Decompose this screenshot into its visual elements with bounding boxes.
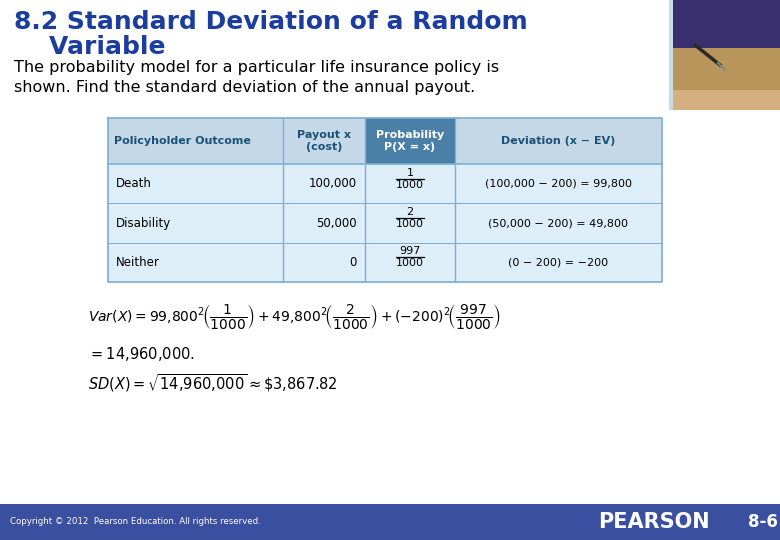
Text: Disability: Disability (116, 217, 172, 230)
Text: 1000: 1000 (396, 180, 424, 190)
Text: (50,000 − 200) = 49,800: (50,000 − 200) = 49,800 (488, 218, 629, 228)
Text: $Var(X) = 99{,}800^2\!\left(\dfrac{1}{1000}\right) + 49{,}800^2\!\left(\dfrac{2}: $Var(X) = 99{,}800^2\!\left(\dfrac{1}{10… (88, 302, 501, 331)
Bar (669, 0, 673, 110)
Text: Copyright © 2012  Pearson Education. All rights reserved.: Copyright © 2012 Pearson Education. All … (10, 517, 261, 526)
Text: Probability
P(X = x): Probability P(X = x) (376, 130, 444, 152)
Bar (672, 48, 780, 110)
Text: 8-6: 8-6 (748, 513, 778, 531)
Text: Deviation (x − EV): Deviation (x − EV) (502, 136, 615, 146)
Text: (100,000 − 200) = 99,800: (100,000 − 200) = 99,800 (485, 179, 632, 188)
Text: shown. Find the standard deviation of the annual payout.: shown. Find the standard deviation of th… (14, 80, 475, 95)
Bar (108, 164, 662, 282)
Text: PEARSON: PEARSON (598, 512, 710, 532)
Bar (108, 118, 662, 164)
Text: $= 14{,}960{,}000.$: $= 14{,}960{,}000.$ (88, 345, 195, 363)
Bar (0, 504, 780, 540)
Bar (672, 48, 780, 90)
Bar (365, 118, 455, 164)
Bar (672, 0, 780, 50)
Text: Neither: Neither (116, 256, 160, 269)
Text: $SD(X) = \sqrt{14{,}960{,}000} \approx \$3{,}867.82$: $SD(X) = \sqrt{14{,}960{,}000} \approx \… (88, 372, 338, 394)
Text: Policyholder Outcome: Policyholder Outcome (114, 136, 251, 146)
Text: 2: 2 (406, 207, 413, 217)
Text: The probability model for a particular life insurance policy is: The probability model for a particular l… (14, 60, 499, 75)
Text: 8.2 Standard Deviation of a Random: 8.2 Standard Deviation of a Random (14, 10, 528, 34)
Text: 100,000: 100,000 (309, 177, 357, 190)
Text: Payout x
(cost): Payout x (cost) (297, 130, 351, 152)
Bar (672, 90, 780, 110)
Text: 1: 1 (406, 167, 413, 178)
Text: 0: 0 (349, 256, 357, 269)
Text: (0 − 200) = −200: (0 − 200) = −200 (509, 258, 608, 267)
Text: Death: Death (116, 177, 152, 190)
Text: 1000: 1000 (396, 219, 424, 229)
Text: 997: 997 (399, 246, 420, 256)
Text: 1000: 1000 (396, 258, 424, 268)
Text: 50,000: 50,000 (317, 217, 357, 230)
Text: Variable: Variable (14, 35, 165, 59)
